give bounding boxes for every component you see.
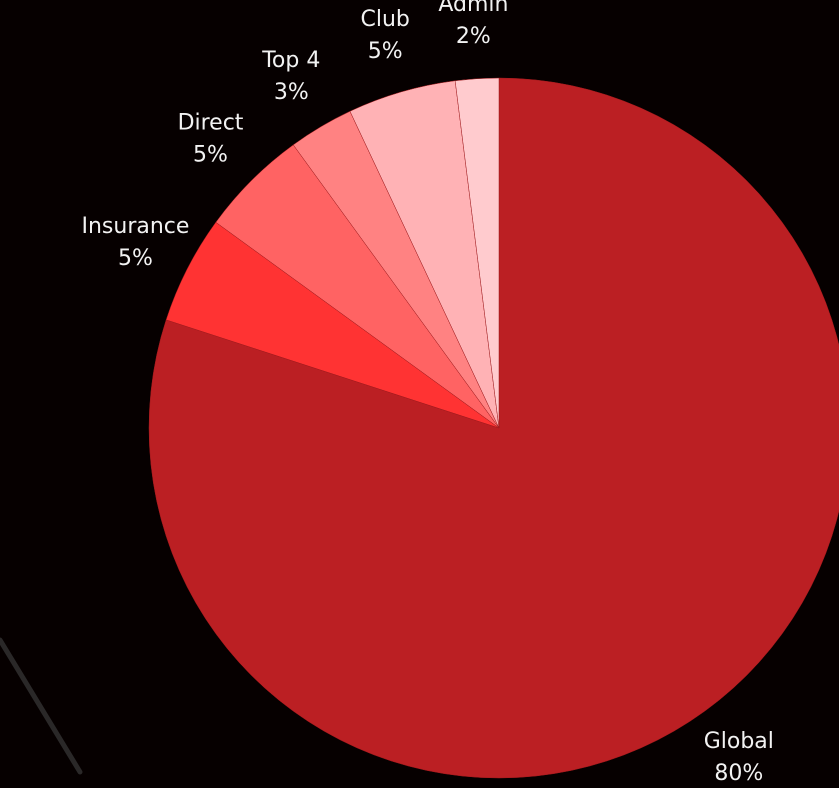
slice-label: Top 4 (261, 48, 320, 73)
slice-value-label: 5% (368, 39, 403, 64)
pie-slice (454, 77, 500, 429)
decor-line (0, 637, 83, 775)
slice-value-label: 80% (714, 761, 763, 786)
slice-value-label: 2% (456, 24, 491, 49)
slice-label: Global (704, 729, 774, 754)
slice-label: Club (360, 7, 409, 32)
slice-value-label: 3% (274, 80, 309, 105)
slice-label: Insurance (82, 214, 190, 239)
slice-value-label: 5% (193, 143, 228, 168)
pie-slice (148, 77, 839, 779)
slice-label: Direct (178, 111, 244, 136)
slice-value-label: 5% (118, 246, 153, 271)
slice-label: Admin (438, 0, 508, 17)
